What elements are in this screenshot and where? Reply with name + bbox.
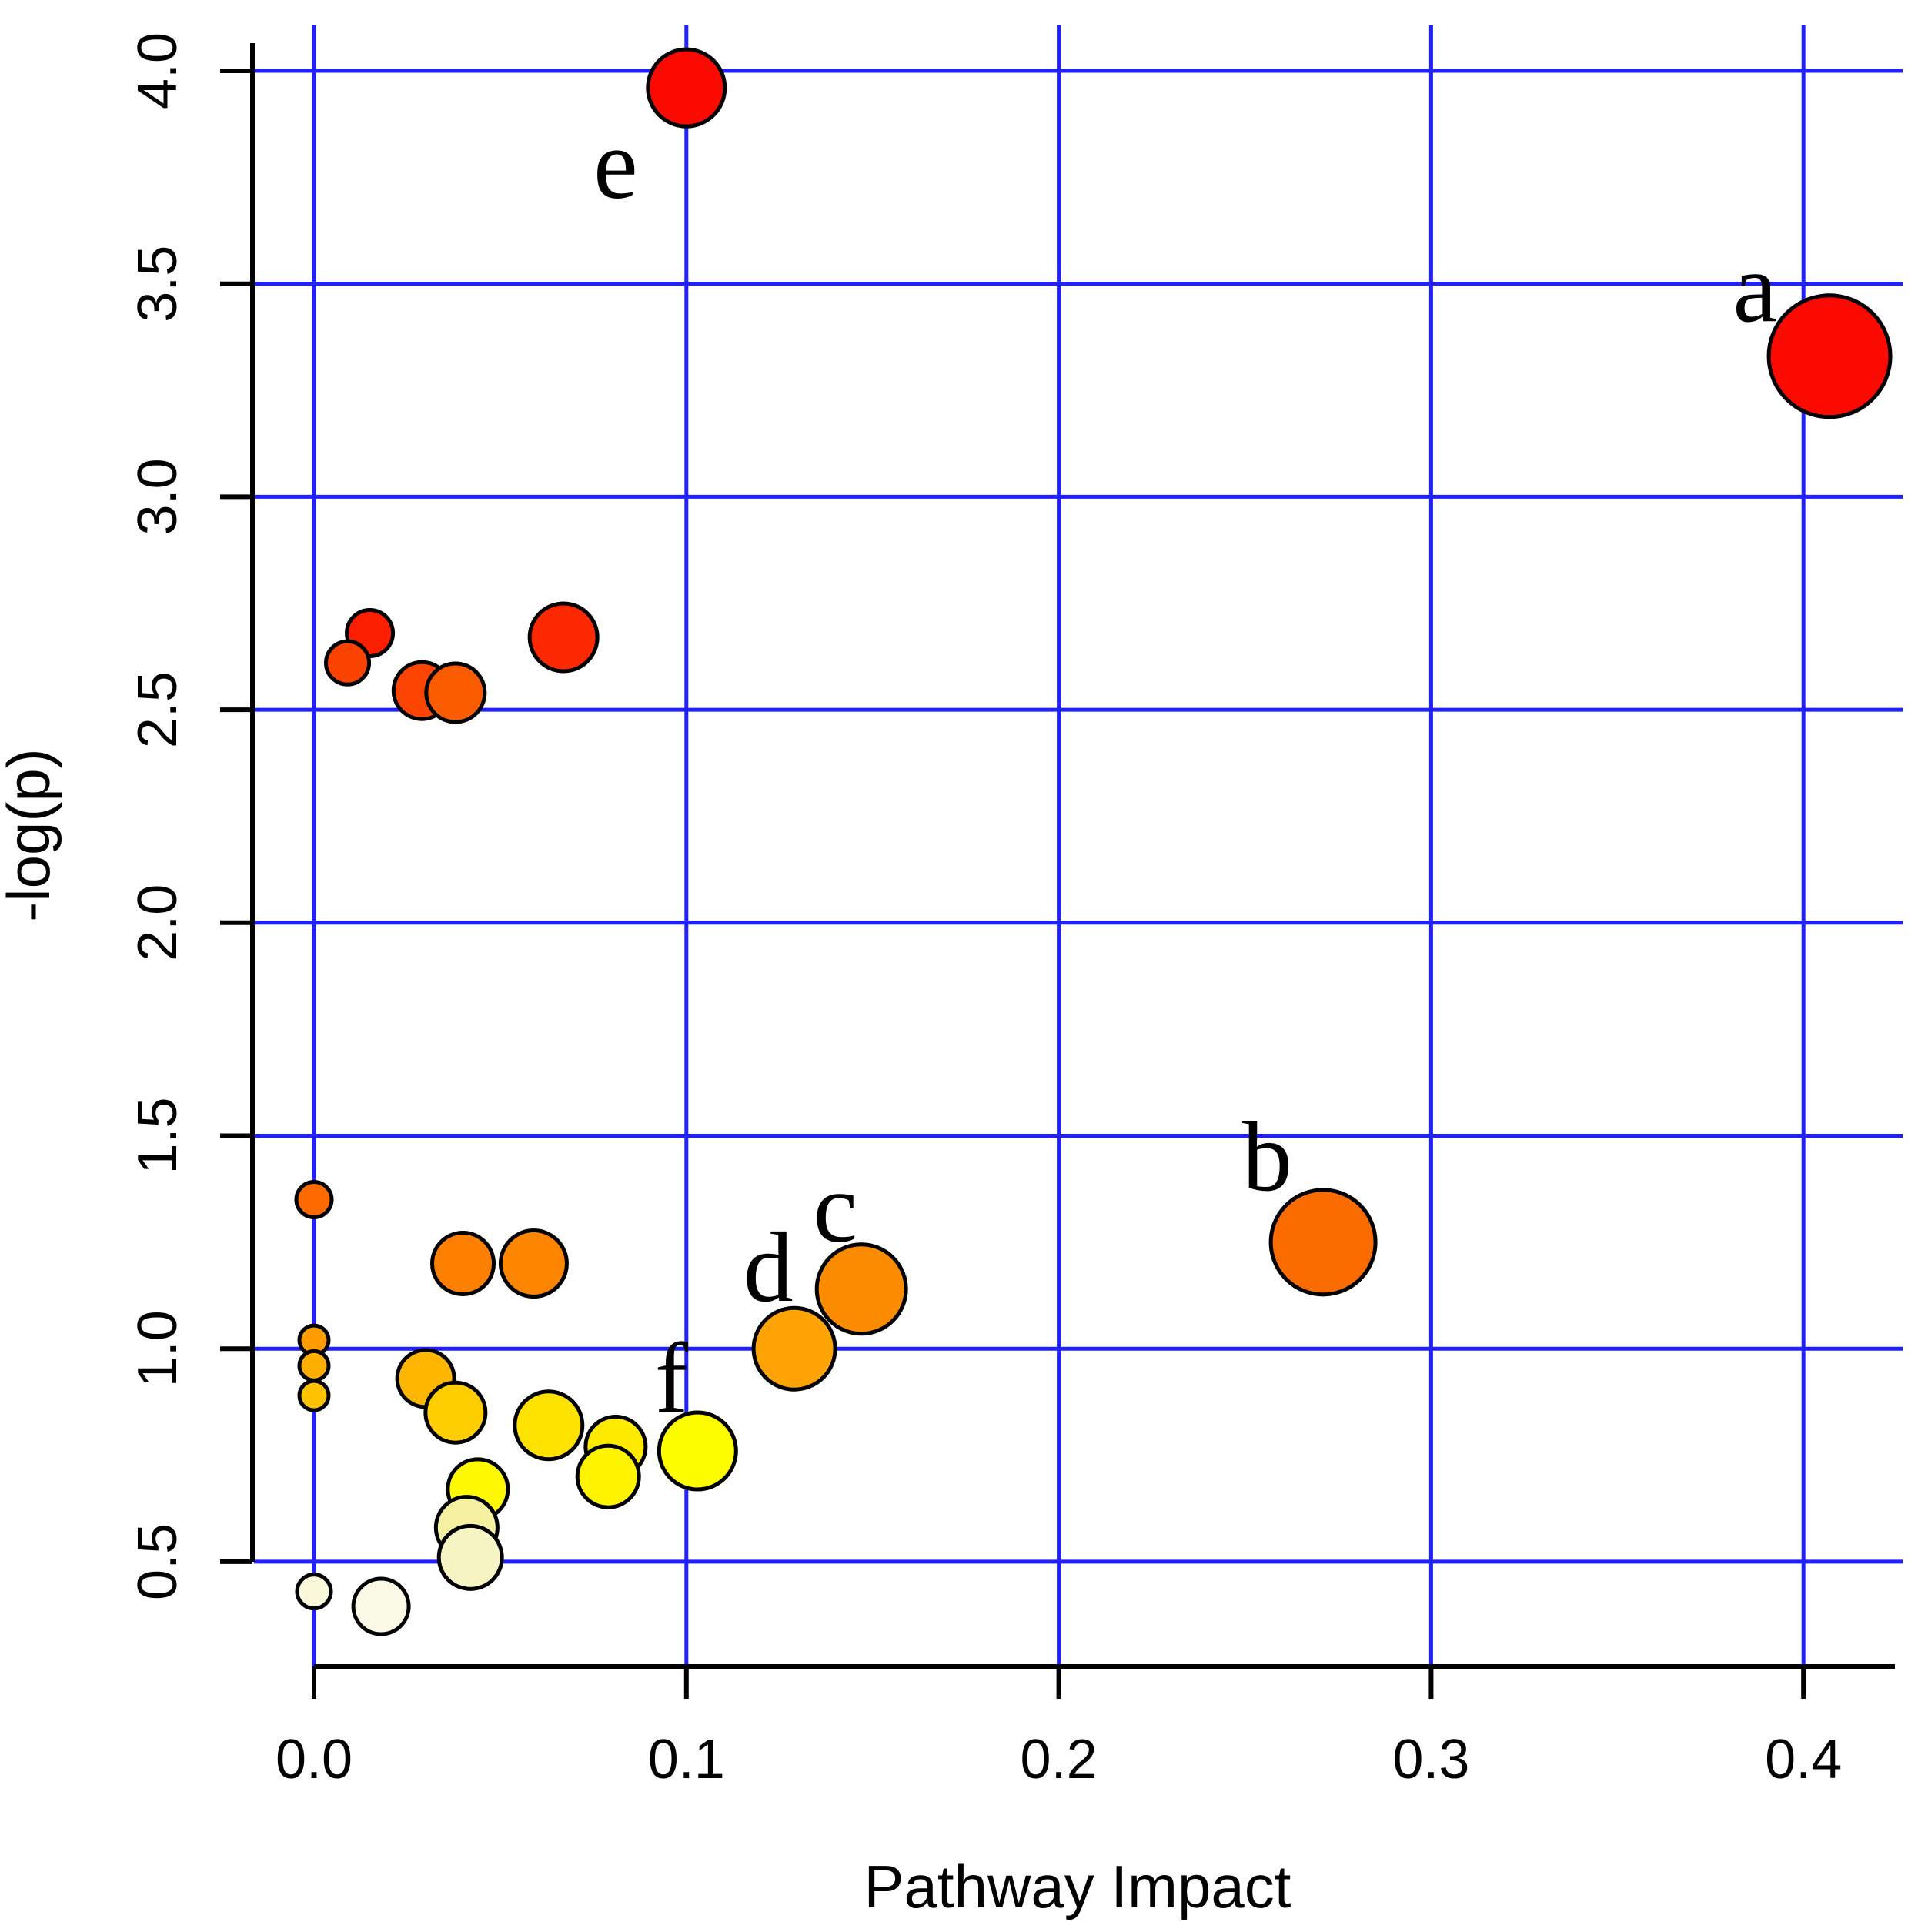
- x-tick-label-0.2: 0.2: [1021, 1729, 1098, 1790]
- bubble-c: [814, 1242, 908, 1336]
- point-label-a: a: [1733, 232, 1777, 343]
- bubble-f: [657, 1410, 738, 1492]
- bubble: [498, 1228, 569, 1299]
- bubble: [575, 1443, 641, 1509]
- bubble: [423, 1380, 488, 1445]
- bubble: [324, 639, 372, 687]
- bubble: [294, 1180, 334, 1220]
- data-points: [294, 47, 1893, 1636]
- y-tick-label-2.0: 2.0: [127, 884, 189, 961]
- bubble: [513, 1389, 585, 1462]
- x-tick-label-0.4: 0.4: [1765, 1729, 1842, 1790]
- point-label-b: b: [1242, 1101, 1292, 1212]
- bubble: [436, 1523, 504, 1591]
- bubble-d: [751, 1305, 837, 1392]
- y-tick-label-1.0: 1.0: [127, 1310, 189, 1387]
- point-annotations: e a b cdf: [593, 109, 1777, 1434]
- y-tick-label-3.5: 3.5: [127, 246, 189, 323]
- y-tick-label-1.5: 1.5: [127, 1097, 189, 1174]
- x-tick-label-0.3: 0.3: [1392, 1729, 1469, 1790]
- point-label-e: e: [593, 109, 638, 220]
- bubble-a: [1766, 293, 1893, 419]
- bubble: [527, 601, 600, 674]
- bubble: [297, 1349, 331, 1382]
- x-tick-label-0.0: 0.0: [276, 1729, 353, 1790]
- x-tick-label-0.1: 0.1: [648, 1729, 725, 1790]
- axes: [220, 43, 1895, 1699]
- point-label-f: f: [655, 1323, 689, 1434]
- x-axis-title: Pathway Impact: [864, 1853, 1291, 1920]
- bubble: [297, 1379, 331, 1412]
- y-tick-label-4.0: 4.0: [127, 32, 189, 109]
- tick-labels: 0.0 0.1 0.2 0.3 0.4 0.5 1.0 1.5 2.0 2.5 3.0 3.5 4.0: [127, 32, 1842, 1790]
- y-tick-label-2.5: 2.5: [127, 671, 189, 748]
- bubble: [430, 1231, 496, 1297]
- point-label-c: c: [813, 1153, 857, 1264]
- bubble-b: [1268, 1188, 1378, 1297]
- gridlines: [254, 25, 1903, 1666]
- y-tick-label-3.0: 3.0: [127, 458, 189, 535]
- point-label-d: d: [743, 1212, 794, 1323]
- bubble-e: [646, 47, 727, 129]
- y-tick-label-0.5: 0.5: [127, 1523, 189, 1600]
- y-axis-title: -log(p): [0, 748, 62, 921]
- bubble: [295, 1573, 333, 1611]
- bubble: [424, 661, 487, 724]
- bubble: [351, 1576, 411, 1636]
